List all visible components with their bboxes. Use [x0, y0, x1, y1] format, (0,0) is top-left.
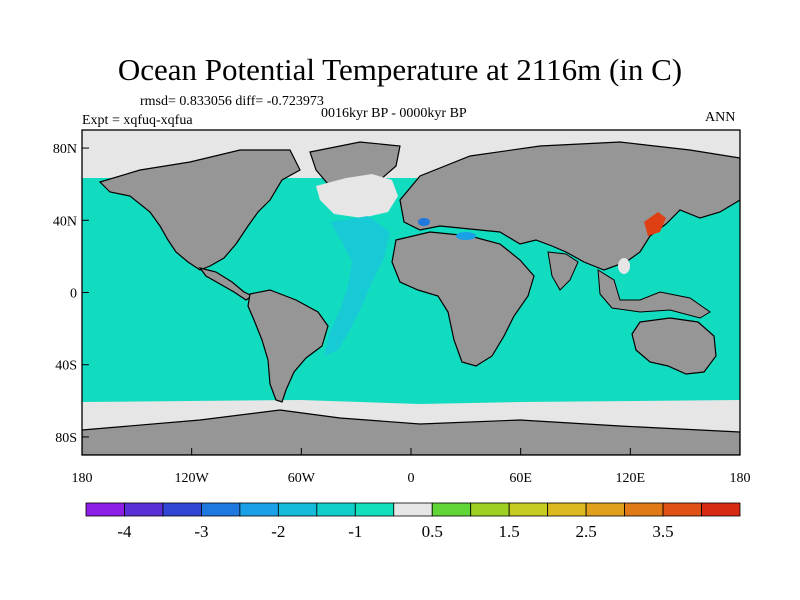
colorbar-swatch	[162, 502, 202, 517]
period-text: 0016kyr BP - 0000kyr BP	[321, 106, 467, 121]
x-tick-label: 180	[72, 471, 93, 486]
colorbar-label: 1.5	[499, 522, 520, 541]
colorbar	[85, 502, 741, 517]
colorbar-label: -4	[117, 522, 132, 541]
colorbar-label: 0.5	[422, 522, 443, 541]
north-america	[98, 149, 301, 271]
stats-text: rmsd= 0.833056 diff= -0.723973	[140, 94, 324, 109]
mediterranean-cold-spot	[418, 218, 430, 226]
colorbar-label: -1	[348, 522, 362, 541]
south-america	[247, 289, 329, 403]
colorbar-swatch	[701, 502, 741, 517]
y-tick-label: 40N	[53, 214, 77, 229]
colorbar-label: -2	[271, 522, 285, 541]
colorbar-labels: -4 -3 -2 -1 0.5 1.5 2.5 3.5	[117, 522, 673, 541]
colorbar-swatch	[124, 502, 164, 517]
colorbar-label: -3	[194, 522, 208, 541]
colorbar-swatch	[354, 502, 395, 517]
colorbar-swatch	[547, 502, 587, 517]
near-zero-patch	[618, 258, 630, 274]
africa	[391, 231, 535, 367]
australia	[631, 317, 717, 375]
colorbar-swatch	[316, 502, 356, 517]
y-tick-label: 80S	[55, 431, 77, 446]
map-field	[82, 130, 740, 455]
x-axis-ticks: 180 120W 60W 0 60E 120E 180	[72, 448, 751, 486]
colorbar-swatch	[508, 502, 549, 517]
colorbar-label: 3.5	[652, 522, 673, 541]
antarctica	[82, 409, 740, 455]
x-tick-label: 180	[730, 471, 751, 486]
colorbar-label: 2.5	[575, 522, 596, 541]
experiment-text: Expt = xqfuq-xqfua	[82, 113, 193, 128]
colorbar-swatch	[393, 502, 433, 517]
india	[547, 251, 579, 291]
y-tick-label: 80N	[53, 142, 77, 157]
colorbar-swatch	[431, 502, 472, 517]
colorbar-swatch	[277, 502, 318, 517]
x-tick-label: 60E	[509, 471, 532, 486]
maritime-continent	[597, 269, 711, 319]
x-tick-label: 120W	[175, 471, 210, 486]
x-tick-label: 120E	[616, 471, 646, 486]
y-tick-label: 0	[70, 287, 77, 302]
colorbar-swatch	[201, 502, 241, 517]
x-tick-label: 0	[408, 471, 415, 486]
colorbar-swatch	[239, 502, 279, 517]
map-title: Ocean Potential Temperature at 2116m (in…	[117, 52, 683, 87]
atlantic-cold-tongue	[324, 216, 390, 356]
colorbar-swatch	[585, 502, 625, 517]
colorbar-swatch	[662, 502, 702, 517]
x-tick-label: 60W	[288, 471, 316, 486]
southern-band	[82, 392, 740, 404]
warm-anomaly	[644, 212, 666, 236]
eastern-med-spot	[456, 232, 476, 240]
y-axis-ticks: 80N 40N 0 40S 80S	[53, 142, 89, 446]
colorbar-swatch	[85, 502, 125, 517]
north-atlantic-patch	[316, 174, 398, 218]
colorbar-swatch	[624, 502, 664, 517]
season-text: ANN	[705, 110, 736, 125]
y-tick-label: 40S	[55, 359, 77, 374]
colorbar-swatch	[470, 502, 510, 517]
eurasia	[399, 141, 740, 271]
